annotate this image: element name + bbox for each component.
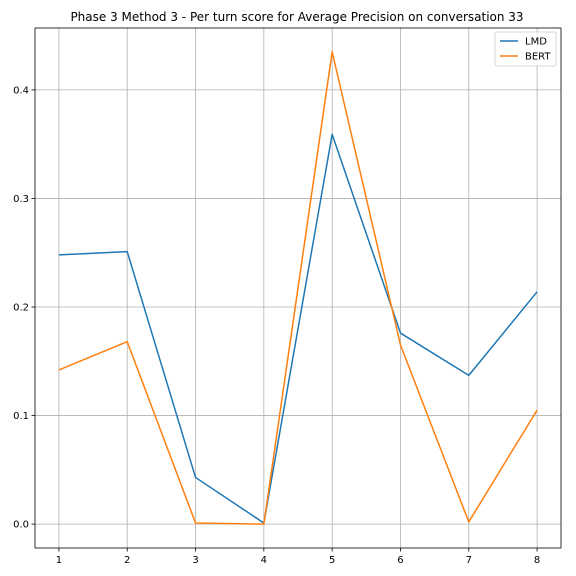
y-tick-label-1: 0.1 xyxy=(13,411,29,422)
y-tick-label-4: 0.4 xyxy=(13,85,29,96)
grid-layer xyxy=(35,28,561,548)
plot-frame xyxy=(34,27,562,549)
x-tick-label-7: 7 xyxy=(466,555,472,566)
chart-title: Phase 3 Method 3 - Per turn score for Av… xyxy=(70,10,523,24)
series-layer xyxy=(58,51,538,525)
axes-layer: 1 2 3 4 5 6 7 8 0.0 0.1 0.2 0.3 0.4 xyxy=(13,27,562,566)
y-tick-label-0: 0.0 xyxy=(13,520,29,531)
legend-label-lmd: LMD xyxy=(525,37,547,48)
y-tick-label-2: 0.2 xyxy=(13,302,29,313)
series-line-bert xyxy=(58,51,538,525)
x-tick-label-5: 5 xyxy=(329,555,335,566)
x-tick-label-2: 2 xyxy=(124,555,130,566)
x-tick-label-3: 3 xyxy=(192,555,198,566)
legend-label-bert: BERT xyxy=(525,52,551,63)
legend: LMD BERT xyxy=(494,31,557,67)
x-tick-label-8: 8 xyxy=(534,555,540,566)
x-tick-label-4: 4 xyxy=(261,555,267,566)
y-tick-label-3: 0.3 xyxy=(13,194,29,205)
x-tick-label-1: 1 xyxy=(56,555,62,566)
x-tick-label-6: 6 xyxy=(397,555,403,566)
series-line-lmd xyxy=(58,133,538,524)
